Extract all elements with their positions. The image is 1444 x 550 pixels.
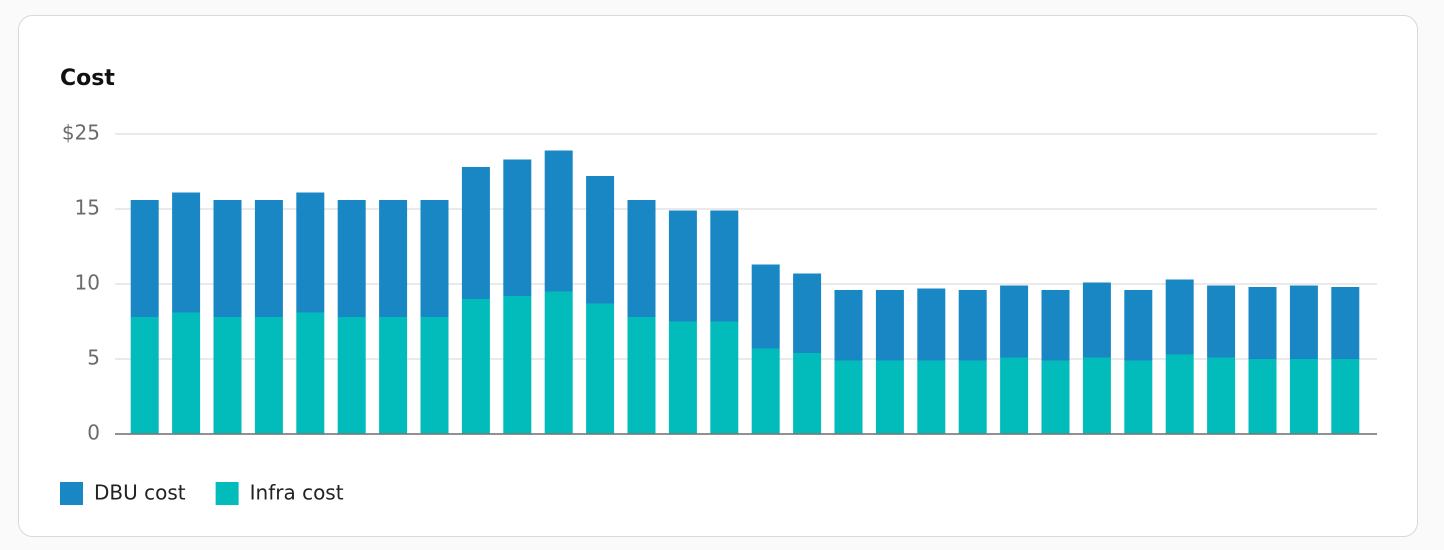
bar-segment (958, 290, 987, 361)
y-tick-label: 10 (75, 271, 100, 295)
bar-segment (710, 210, 739, 322)
bar-segment (834, 290, 863, 361)
bar-segment (958, 360, 987, 434)
bar-segment (668, 321, 697, 434)
bar-segment (1289, 285, 1318, 359)
bar-segment (379, 200, 408, 317)
bar-segment (254, 317, 283, 434)
bar-segment (1082, 282, 1111, 358)
bar-segment (1207, 285, 1236, 358)
legend-swatch (215, 482, 239, 505)
bar-segment (917, 360, 946, 434)
bar-segment (544, 291, 573, 434)
bar-segment (793, 353, 822, 434)
bar-segment (1124, 360, 1153, 434)
bar-segment (213, 317, 242, 434)
bar-segment (420, 317, 449, 434)
bar-segment (544, 150, 573, 292)
bar-segment (751, 348, 780, 434)
bar-segment (586, 303, 615, 434)
bar-segment (172, 192, 201, 313)
bar-segment (1041, 360, 1070, 434)
bar-segment (296, 192, 325, 313)
bar-segment (1289, 359, 1318, 434)
bar-segment (1000, 357, 1029, 434)
y-tick-label: $25 (62, 121, 100, 145)
bar-segment (793, 273, 822, 353)
bar-segment (461, 299, 490, 434)
bar-segment (1331, 359, 1360, 434)
bar-segment (1207, 357, 1236, 434)
legend-label: Infra cost (250, 481, 344, 505)
bar-segment (1331, 287, 1360, 359)
bar-segment (586, 176, 615, 304)
bar-segment (172, 312, 201, 434)
bar-segment (130, 200, 159, 317)
bar-segment (254, 200, 283, 317)
bar-segment (296, 312, 325, 434)
legend-label: DBU cost (94, 481, 186, 505)
bar-segment (1000, 285, 1029, 358)
bar-segment (1248, 359, 1277, 434)
chart-title: Cost (60, 66, 115, 91)
bar-segment (1165, 354, 1194, 434)
y-tick-label: 0 (87, 421, 100, 445)
bar-segment (130, 317, 159, 434)
bar-segment (627, 317, 656, 434)
bar-segment (1248, 287, 1277, 359)
bar-segment (917, 288, 946, 361)
legend-swatch (60, 482, 83, 505)
bar-segment (337, 200, 366, 317)
bar-segment (1165, 279, 1194, 355)
bar-segment (1041, 290, 1070, 361)
bar-segment (751, 264, 780, 349)
bar-segment (503, 296, 532, 434)
bar-segment (1082, 357, 1111, 434)
bar-segment (627, 200, 656, 317)
bar-segment (875, 360, 904, 434)
bar-segment (420, 200, 449, 317)
bar-segment (461, 167, 490, 299)
bar-segment (668, 210, 697, 322)
bar-segment (503, 159, 532, 296)
bar-segment (379, 317, 408, 434)
bar-segment (1124, 290, 1153, 361)
bar-segment (875, 290, 904, 361)
bar-segment (337, 317, 366, 434)
y-tick-label: 5 (87, 346, 100, 370)
bar-segment (710, 321, 739, 434)
y-tick-label: 15 (75, 196, 100, 220)
bar-segment (213, 200, 242, 317)
bar-segment (834, 360, 863, 434)
